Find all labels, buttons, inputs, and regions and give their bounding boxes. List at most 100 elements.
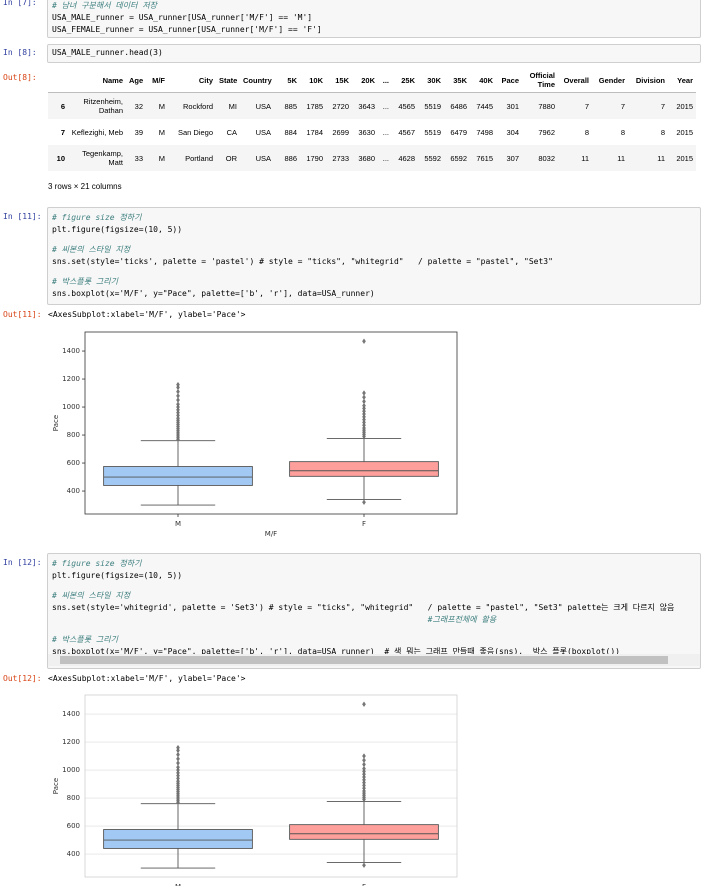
outlier <box>362 398 366 405</box>
column-header: 25K <box>392 68 418 93</box>
outlier <box>176 401 180 408</box>
outlier <box>176 381 180 388</box>
table-cell: 2720 <box>326 92 352 119</box>
outlier <box>362 771 366 778</box>
column-header: 40K <box>470 68 496 93</box>
outlier <box>362 768 366 775</box>
table-cell: 39 <box>134 127 143 137</box>
table-cell: 2699 <box>332 127 349 137</box>
column-header: Official Time <box>522 68 558 93</box>
code-cell: # figure size 정하기 plt.figure(figsize=(10,… <box>47 207 701 305</box>
table-cell: 7498 <box>476 127 493 137</box>
outlier <box>362 402 366 409</box>
column-header: 20K <box>352 68 378 93</box>
table-cell: 7962 <box>538 127 555 137</box>
outlier <box>176 412 180 419</box>
table-cell: 7445 <box>470 92 496 119</box>
outlier <box>176 767 180 773</box>
x-tick-label: F <box>362 883 366 886</box>
outlier <box>176 744 180 751</box>
y-tick-label: 1200 <box>62 738 80 746</box>
input-prompt: In [7]: <box>3 0 37 7</box>
table-cell: ... <box>378 92 392 119</box>
outlier <box>362 425 366 431</box>
table-cell: 1785 <box>300 92 326 119</box>
column-header: 30K <box>418 68 444 93</box>
outlier <box>362 788 366 794</box>
outlier <box>176 775 180 782</box>
table-cell: 2015 <box>668 145 696 171</box>
outlier <box>362 774 366 780</box>
output-text: <AxesSubplot:xlabel='M/F', ylabel='Pace'… <box>48 310 246 319</box>
table-cell: 6592 <box>444 145 470 171</box>
column-header: 35K <box>444 68 470 93</box>
table-cell: M <box>146 92 168 119</box>
code-line: # 박스플롯 그리기 <box>52 635 118 644</box>
outlier <box>176 764 180 771</box>
code-line: # 박스플롯 그리기 <box>52 277 118 286</box>
column-header: State <box>216 68 240 93</box>
table-cell: 1790 <box>300 145 326 171</box>
table-cell: 32 <box>126 92 146 119</box>
outlier <box>362 701 366 708</box>
column-header: 10K <box>300 68 326 93</box>
column-header: ... <box>378 68 392 93</box>
outlier <box>362 411 366 417</box>
outlier <box>362 394 366 401</box>
table-cell: 4565 <box>392 92 418 119</box>
code-line: USA_MALE_runner = USA_runner[USA_runner[… <box>52 13 313 22</box>
column-header: Gender <box>592 68 628 93</box>
y-axis-label: Pace <box>52 415 60 431</box>
table-cell: 11 <box>628 145 668 171</box>
code-cell: USA_MALE_runner.head(3) <box>47 44 701 63</box>
code-cell: # 남녀 구분해서 데이터 저장 USA_MALE_runner = USA_ru… <box>47 0 701 38</box>
table-cell: 2015 <box>676 127 693 137</box>
axes-frame <box>84 694 458 878</box>
box <box>289 824 439 840</box>
outlier <box>362 422 366 429</box>
column-header: Year <box>668 68 696 93</box>
table-cell: MI <box>216 92 240 119</box>
code-line: plt.figure(figsize=(10, 5)) <box>52 225 183 234</box>
code-cell: # figure size 정하기 plt.figure(figsize=(10,… <box>47 553 701 669</box>
table-cell: 8 <box>584 127 589 137</box>
code-line: #그래프전체에 활용 <box>52 615 497 624</box>
outlier <box>176 747 180 754</box>
table-cell: 3630 <box>358 127 375 137</box>
table-row: 6 Ritzenheim, Dathan 32 M Rockford MI USA 885 17… <box>48 92 696 119</box>
table-cell: USA <box>255 127 271 137</box>
x-tick-label: M <box>175 883 181 886</box>
outlier <box>176 756 180 762</box>
table-cell: 6486 <box>444 92 470 119</box>
table-cell: Portland <box>168 145 216 171</box>
code-line: sns.set(style='ticks', palette = 'pastel… <box>52 257 553 266</box>
outlier <box>362 390 366 396</box>
table-cell: ... <box>378 145 392 171</box>
outlier <box>362 785 366 792</box>
y-tick-label: 1400 <box>62 710 80 718</box>
table-cell: 11 <box>592 145 628 171</box>
outlier <box>176 751 180 758</box>
table-footer: 3 rows × 21 columns <box>48 182 122 191</box>
chart: 400 600 800 1000 1200 1400 M F Pace <box>52 694 458 886</box>
table-cell: 7 <box>558 92 592 119</box>
column-header: City <box>168 68 216 93</box>
table-cell: 884 <box>284 127 297 137</box>
outlier <box>176 393 180 399</box>
code-line: USA_MALE_runner.head(3) <box>52 48 163 57</box>
table-cell: 11 <box>558 145 592 171</box>
x-axis-label: M/F <box>265 530 277 538</box>
code-line: sns.boxplot(x='M/F', y="Pace", palette=[… <box>52 647 620 656</box>
column-header: 15K <box>326 68 352 93</box>
table-cell: 304 <box>506 127 519 137</box>
outlier <box>362 753 366 759</box>
y-axis-label: Pace <box>52 778 60 794</box>
table-cell: CA <box>226 127 237 137</box>
input-prompt: In [8]: <box>3 48 37 57</box>
table-cell: 4567 <box>398 127 415 137</box>
table-cell: 301 <box>496 92 522 119</box>
outlier <box>176 770 180 776</box>
input-prompt: In [11]: <box>3 212 42 221</box>
scrollbar <box>48 654 700 666</box>
column-header: Overall <box>558 68 592 93</box>
